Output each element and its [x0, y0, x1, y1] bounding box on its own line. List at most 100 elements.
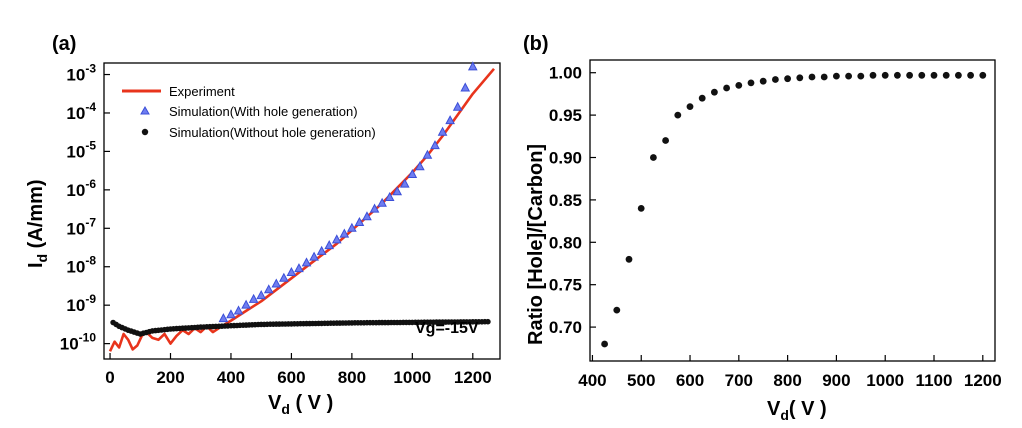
panel-a-y-ticks: 10-3 10-4 10-5 10-6 10-7 10-8 10-9 10-10: [60, 62, 110, 354]
with-hole-point: [226, 309, 236, 319]
with-hole-point: [256, 290, 267, 300]
ratio-point: [845, 72, 852, 80]
with-hole-point: [309, 251, 319, 261]
ratio-point: [601, 340, 608, 348]
panel-b: (b) 400 500 600 700 800 900 1000 1100 1200 0.700…: [523, 33, 1002, 423]
panel-a: (a) 0 200 400 600 800 1000 1200 10-310-410-510…: [25, 33, 501, 417]
y-tick-label: 10-4: [66, 100, 96, 123]
ratio-point: [833, 72, 840, 80]
panel-b-label: (b): [523, 33, 549, 55]
ratio-point: [613, 306, 621, 314]
ratio-point: [686, 103, 694, 110]
panel-a-label: (a): [52, 33, 76, 55]
with-hole-point: [316, 245, 327, 255]
x-tick-label: 0: [105, 368, 114, 387]
ratio-point: [662, 137, 669, 144]
with-hole-point: [248, 293, 259, 303]
y-tick-label: 10-6: [66, 177, 96, 200]
with-hole-point: [241, 299, 251, 309]
y-tick-label: 1.00: [549, 64, 582, 83]
with-hole-point: [437, 126, 448, 136]
with-hole-point: [392, 186, 403, 196]
x-tick-label: 1000: [393, 368, 431, 387]
with-hole-point: [377, 197, 387, 207]
legend-experiment-label: Experiment: [169, 84, 235, 99]
panel-a-y-axis-title: Id (A/mm): [25, 179, 50, 268]
ratio-point: [906, 71, 913, 79]
ratio-point: [808, 73, 816, 81]
ratio-point: [894, 71, 901, 79]
ratio-point: [796, 74, 804, 82]
with-hole-point: [354, 216, 365, 227]
ratio-point: [625, 255, 633, 263]
x-tick-label: 1200: [964, 371, 1002, 390]
with-hole-point: [467, 61, 478, 71]
with-hole-point: [452, 101, 463, 111]
y-tick-label: 10-7: [66, 215, 96, 238]
ratio-point: [747, 79, 755, 87]
x-tick-label: 800: [773, 371, 801, 390]
y-tick-label: 0.70: [549, 318, 582, 337]
y-tick-label: 0.95: [549, 106, 582, 125]
y-tick-label: 0.75: [549, 276, 582, 295]
y-tick-label: 10-9: [66, 292, 96, 315]
panel-b-plot-frame: [589, 59, 996, 362]
with-hole-point: [430, 140, 440, 150]
ratio-point: [857, 72, 865, 80]
with-hole-point: [384, 191, 395, 202]
with-hole-point: [422, 149, 433, 159]
with-hole-point: [286, 266, 297, 277]
ratio-point: [637, 205, 645, 212]
with-hole-point: [331, 234, 342, 244]
y-tick-label: 0.80: [549, 233, 582, 252]
y-tick-label: 10-5: [66, 138, 96, 161]
ratio-point: [930, 71, 938, 79]
x-tick-label: 700: [725, 371, 753, 390]
ratio-point: [650, 154, 657, 161]
ratio-point: [711, 88, 718, 96]
with-hole-point: [271, 278, 282, 288]
x-tick-label: 800: [338, 368, 366, 387]
without-hole-point: [485, 318, 491, 325]
ratio-point: [772, 76, 779, 83]
with-hole-point: [415, 161, 425, 171]
ratio-point: [942, 71, 950, 79]
with-hole-point: [460, 82, 471, 92]
x-tick-label: 200: [156, 368, 184, 387]
ratio-point: [759, 77, 767, 85]
with-hole-point: [233, 305, 244, 315]
legend-circle-icon: [141, 128, 149, 136]
panel-a-vg-annotation: Vg=-15V: [415, 320, 479, 337]
ratio-point: [784, 75, 791, 83]
ratio-point: [967, 71, 974, 79]
legend-triangle-icon: [140, 105, 150, 115]
panel-b-y-ticks: 0.70 0.75 0.80 0.85 0.90 0.95 1.00: [549, 64, 596, 337]
panel-b-y-axis-title: Ratio [Hole]/[Carbon]: [525, 144, 547, 345]
with-hole-point: [324, 240, 335, 250]
with-hole-point: [369, 203, 380, 213]
x-tick-label: 400: [217, 368, 245, 387]
ratio-point: [918, 71, 926, 79]
with-hole-point: [445, 115, 455, 125]
with-hole-point: [218, 313, 229, 323]
panel-b-plot-area: [601, 71, 987, 348]
x-tick-label: 1000: [866, 371, 904, 390]
x-tick-label: 900: [822, 371, 850, 390]
ratio-point: [881, 71, 889, 79]
ratio-point: [979, 71, 987, 79]
panel-a-x-ticks: 0 200 400 600 800 1000 1200: [105, 353, 492, 387]
y-tick-label: 0.90: [549, 149, 582, 168]
with-hole-point: [362, 211, 372, 221]
panel-a-plot-frame: [103, 62, 501, 360]
ratio-point: [820, 73, 828, 81]
y-tick-label: 10-10: [60, 331, 97, 354]
y-tick-label: 10-3: [66, 62, 96, 85]
x-tick-label: 600: [676, 371, 704, 390]
panel-a-x-axis-title: Vd ( V ): [268, 392, 333, 417]
legend-without-hole-label: Simulation(Without hole generation): [169, 125, 376, 140]
y-tick-label: 0.85: [549, 191, 582, 210]
with-hole-point: [279, 272, 289, 282]
panel-b-x-axis-title: Vd( V ): [767, 398, 827, 423]
panel-b-x-ticks: 400 500 600 700 800 900 1000 1100 1200: [578, 355, 1002, 390]
